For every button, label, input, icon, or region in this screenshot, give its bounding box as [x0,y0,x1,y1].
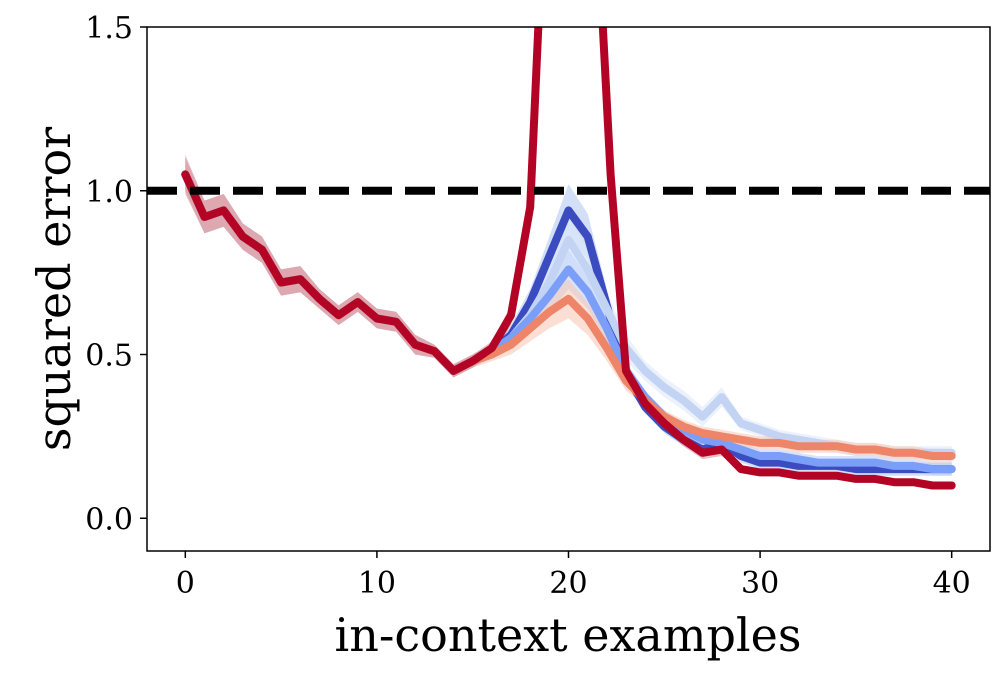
y-tick-label: 0.0 [85,502,133,537]
x-tick-label: 20 [549,566,587,601]
x-tick-label: 40 [933,566,971,601]
line-series-4 [181,27,956,490]
x-tick-label: 30 [741,566,779,601]
y-tick-label: 0.5 [85,339,133,374]
x-axis-label: in-context examples [335,608,802,662]
x-tick-label: 0 [176,566,195,601]
x-axis-ticks: 0 10 20 30 40 [176,551,971,601]
band-series-3 [185,158,952,463]
x-tick-label: 10 [358,566,396,601]
y-axis-ticks: 0.0 0.5 1.0 1.5 [85,11,147,537]
y-axis-label: squared error [27,127,81,451]
y-tick-label: 1.5 [85,11,133,46]
series-lines [181,27,956,490]
line-series-0 [181,170,956,474]
y-tick-label: 1.0 [85,175,133,210]
